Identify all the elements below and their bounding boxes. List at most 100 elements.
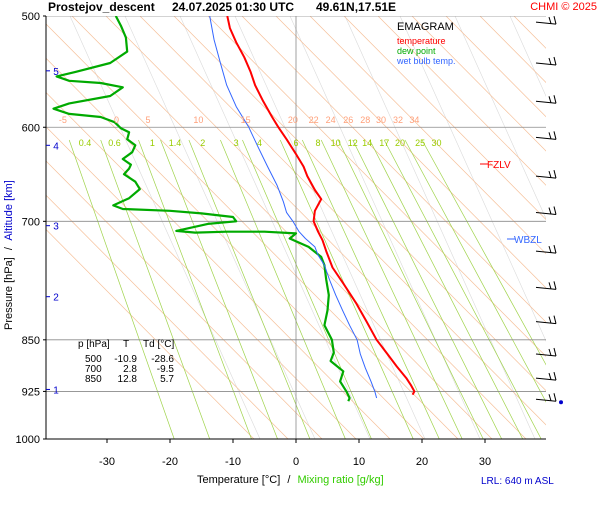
isotherm-label: 20 xyxy=(288,115,298,125)
wbzl-label: WBZL xyxy=(514,235,542,246)
legend-wetbulb: wet bulb temp. xyxy=(396,56,456,66)
mixing-ratio-label: 0.4 xyxy=(79,138,92,148)
temperature-tick-label: 20 xyxy=(416,456,428,468)
mixing-ratio-label: 1.4 xyxy=(169,138,182,148)
table-cell: -9.5 xyxy=(157,364,175,375)
wind-barb-staff xyxy=(535,250,557,254)
isotherm-line xyxy=(207,16,546,357)
wind-barb-flag xyxy=(553,206,557,215)
temperature-tick-label: 30 xyxy=(479,456,491,468)
isotherm-line xyxy=(411,16,546,152)
isotherm-line xyxy=(343,16,546,220)
mixing-ratio-label: 10 xyxy=(331,138,341,148)
isotherm-label: -5 xyxy=(59,115,67,125)
mixing-ratio-label: 12 xyxy=(348,138,358,148)
isotherm-label: 34 xyxy=(409,115,419,125)
wind-barb-flag xyxy=(553,393,557,402)
mixing-ratio-line xyxy=(188,139,311,439)
x-label-sep: / xyxy=(287,474,291,486)
svg-text:Pressure [hPa] / A: Pressure [hPa] / Altitude [km] xyxy=(3,180,15,330)
wind-barb-flag xyxy=(553,131,557,140)
temperature-profile xyxy=(226,16,416,396)
mixing-ratio-label: 2 xyxy=(200,138,205,148)
isotherm-line xyxy=(548,16,600,439)
temperature-tick-label: -20 xyxy=(162,456,178,468)
isotherm-line xyxy=(275,16,546,289)
mixing-ratio-label: 17 xyxy=(379,138,389,148)
altitude-tick-label: 4 xyxy=(53,141,59,152)
wind-barb-flag xyxy=(548,207,552,215)
isotherm-line xyxy=(445,16,546,118)
isotherm-line xyxy=(46,57,425,439)
station-title: Prostejov_descent xyxy=(48,0,155,14)
pressure-tick-label: 925 xyxy=(22,386,40,398)
x-label-mixing: Mixing ratio [g/kg] xyxy=(297,474,383,486)
isotherm-line xyxy=(46,160,323,439)
mixing-ratio-line xyxy=(220,139,346,439)
wind-barb-staff xyxy=(535,377,557,381)
mixing-ratio-line xyxy=(242,139,372,439)
wind-barb-flag xyxy=(553,15,557,25)
table-cell: 700 xyxy=(85,364,102,375)
mixing-ratio-label: 3 xyxy=(234,138,239,148)
mixing-ratio-label: 30 xyxy=(431,138,441,148)
wind-barb-flag xyxy=(548,348,552,356)
isotherm-line xyxy=(46,126,357,439)
wind-barb-staff xyxy=(535,212,557,216)
legend: EMAGRAM temperature dew point wet bulb t… xyxy=(396,21,456,66)
isotherm-label: 24 xyxy=(326,115,336,125)
altitude-tick-label: 1 xyxy=(53,385,59,396)
table-cell: -28.6 xyxy=(151,354,174,365)
mixing-ratio-line xyxy=(369,139,524,439)
mixing-ratio-line xyxy=(337,139,484,439)
isotherm-label: 30 xyxy=(376,115,386,125)
axes: -5 0 5 10 15 20 22 24 26 28 30 32 340.4 0.6 1 1.4 2 3 4 6 8 1… xyxy=(16,11,546,468)
temperature-tick-label: -30 xyxy=(99,456,115,468)
wind-barb-staff xyxy=(535,286,557,290)
mixing-ratio-label: 0.6 xyxy=(108,138,121,148)
table-header-p: p [hPa] xyxy=(78,339,110,350)
lrl-label: LRL: 640 m ASL xyxy=(481,476,554,487)
temperature-tick-label: -10 xyxy=(225,456,241,468)
wind-barb-staff xyxy=(535,321,557,325)
y-label-altitude: Altitude [km] xyxy=(3,180,15,241)
y-label-pressure: Pressure [hPa] xyxy=(3,257,15,330)
mixing-ratio-label: 1 xyxy=(150,138,155,148)
mixing-ratio-line xyxy=(352,139,503,439)
temperature-tick-label: 10 xyxy=(353,456,365,468)
wind-barb-flag xyxy=(548,16,552,24)
mixing-ratio-line xyxy=(138,139,252,439)
legend-dewpoint: dew point xyxy=(397,46,436,56)
isotherm-label: 15 xyxy=(241,115,251,125)
wind-barb-flag xyxy=(548,96,552,103)
altitude-tick-label: 3 xyxy=(53,222,59,233)
isotherm-label: 32 xyxy=(393,115,403,125)
mixing-ratio-label: 20 xyxy=(395,138,405,148)
isotherm-label: 22 xyxy=(309,115,319,125)
pressure-tick-label: 1000 xyxy=(16,434,40,446)
isotherm-line xyxy=(173,16,546,392)
wind-barb-staff xyxy=(535,62,557,66)
wind-barb-staff xyxy=(535,175,557,179)
isotherm-line xyxy=(582,16,600,439)
pressure-tick-label: 700 xyxy=(22,216,40,228)
mixing-ratio-label: 8 xyxy=(316,138,321,148)
mixing-ratio-label: 4 xyxy=(257,138,262,148)
table-cell: 500 xyxy=(85,354,102,365)
mixing-ratio-line xyxy=(320,139,463,439)
wind-barb-flag xyxy=(553,95,557,104)
wind-barb-flag xyxy=(548,245,552,253)
dry-adiabat-line xyxy=(454,16,546,220)
dry-adiabat-line xyxy=(509,16,546,97)
copyright: CHMI © 2025 xyxy=(530,1,597,13)
dry-adiabat-line xyxy=(234,16,426,439)
dry-adiabat-line xyxy=(289,16,481,439)
dry-adiabat-line xyxy=(69,16,261,439)
mixing-ratio-line xyxy=(100,139,211,439)
wind-barb-staff xyxy=(535,21,557,25)
sounding-table: p [hPa] T Td [°C] 500 -10.9 -28.6 700 2.… xyxy=(78,339,174,385)
wind-barb-staff xyxy=(535,136,557,140)
mixing-ratio-line xyxy=(160,139,278,439)
